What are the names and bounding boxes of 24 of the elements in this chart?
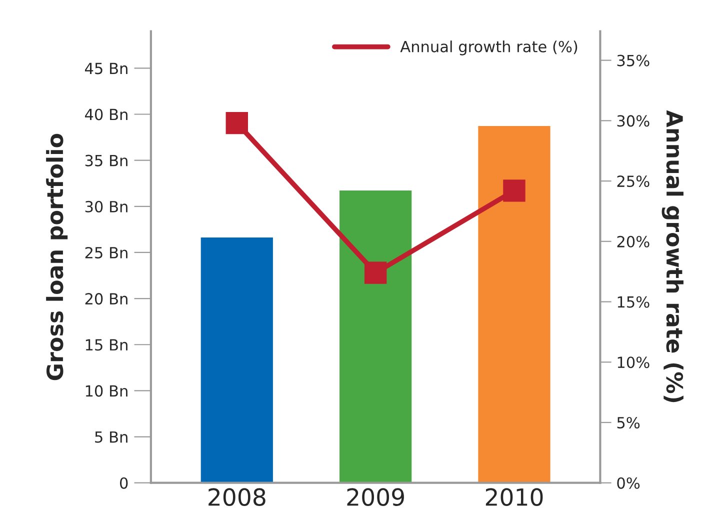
x-tick-label: 2009 bbox=[347, 488, 404, 506]
y2-tick-label: 10% bbox=[618, 356, 650, 368]
y2-axis-title: Annual growth rate (%) bbox=[662, 110, 684, 402]
y2-tick-label: 25% bbox=[617, 175, 650, 188]
y-tick-label: 10 Bn bbox=[86, 385, 128, 397]
y-tick-label: 15 Bn bbox=[86, 339, 128, 351]
y-tick-label: 40 Bn bbox=[84, 108, 128, 120]
y2-tick-label: 30% bbox=[617, 115, 650, 127]
x-tick-label: 2008 bbox=[208, 488, 266, 506]
y2-tick-label: 20% bbox=[617, 236, 650, 248]
y2-tick-label: 35% bbox=[617, 54, 650, 66]
y2-tick-label: 0% bbox=[617, 477, 640, 489]
y-tick-label: 20 Bn bbox=[85, 293, 128, 305]
y-tick-label: 25 Bn bbox=[85, 246, 128, 258]
legend-label: Annual growth rate (%) bbox=[400, 40, 578, 56]
x-tick-label: 2010 bbox=[486, 488, 543, 506]
y-tick-label: 30 Bn bbox=[85, 200, 128, 212]
y-tick-label: 0 bbox=[120, 477, 128, 489]
y2-tick-label: 15% bbox=[618, 296, 650, 308]
y2-tick-label: 5% bbox=[617, 416, 640, 429]
y-axis-title: Gross loan portfolio bbox=[46, 134, 68, 380]
y-tick-label: 5 Bn bbox=[95, 431, 128, 443]
y-tick-label: 45 Bn bbox=[84, 62, 128, 74]
y-tick-label: 35 Bn bbox=[85, 154, 128, 166]
